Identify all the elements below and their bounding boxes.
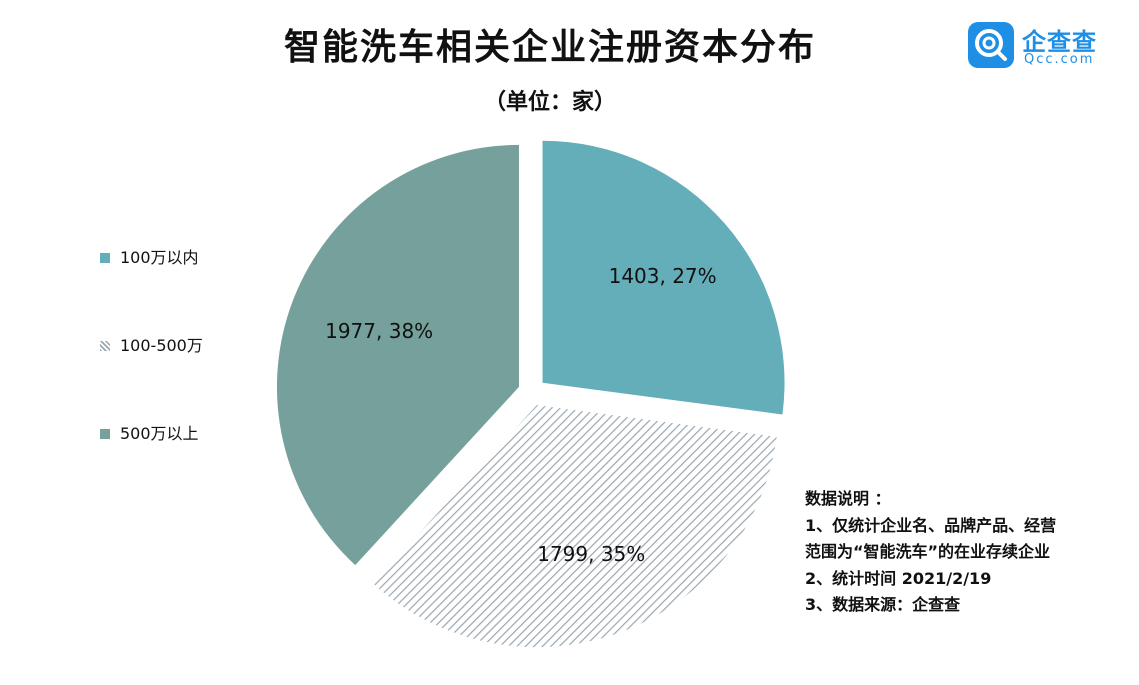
- notes-line: 1、仅统计企业名、品牌产品、经营: [805, 515, 1057, 535]
- legend-label: 100万以内: [120, 248, 199, 267]
- pie-slice: [542, 140, 785, 415]
- legend-swatch: [100, 253, 110, 263]
- slice-data-label: 1799, 35%: [537, 542, 645, 566]
- data-notes: 数据说明 ： 1、仅统计企业名、品牌产品、经营 范围为“智能洗车”的在业存续企业…: [805, 486, 1135, 619]
- pie-slice: [373, 405, 777, 648]
- pie-slice: [276, 144, 519, 566]
- notes-line: 范围为“智能洗车”的在业存续企业: [805, 542, 1051, 561]
- slice-data-label: 1403, 27%: [609, 264, 717, 288]
- chart-subtitle: （单位：家）: [483, 90, 616, 115]
- notes-line: 2、统计时间 2021/2/19: [805, 568, 992, 588]
- notes-line: 3、数据来源：企查查: [805, 595, 961, 614]
- legend-swatch: [100, 341, 110, 351]
- logo-name-cn: 企查查: [1022, 28, 1097, 56]
- legend-swatch: [100, 429, 110, 439]
- qcc-logo: 企查查 Qcc.com: [968, 22, 1118, 68]
- logo-name-en: Qcc.com: [1024, 52, 1095, 67]
- qcc-logo-icon: [968, 22, 1014, 68]
- legend-label: 500万以上: [120, 424, 199, 443]
- slice-data-label: 1977, 38%: [325, 319, 433, 343]
- chart-title: 智能洗车相关企业注册资本分布: [283, 27, 816, 68]
- notes-heading: 数据说明 ：: [805, 489, 891, 508]
- legend-label: 100-500万: [120, 336, 203, 355]
